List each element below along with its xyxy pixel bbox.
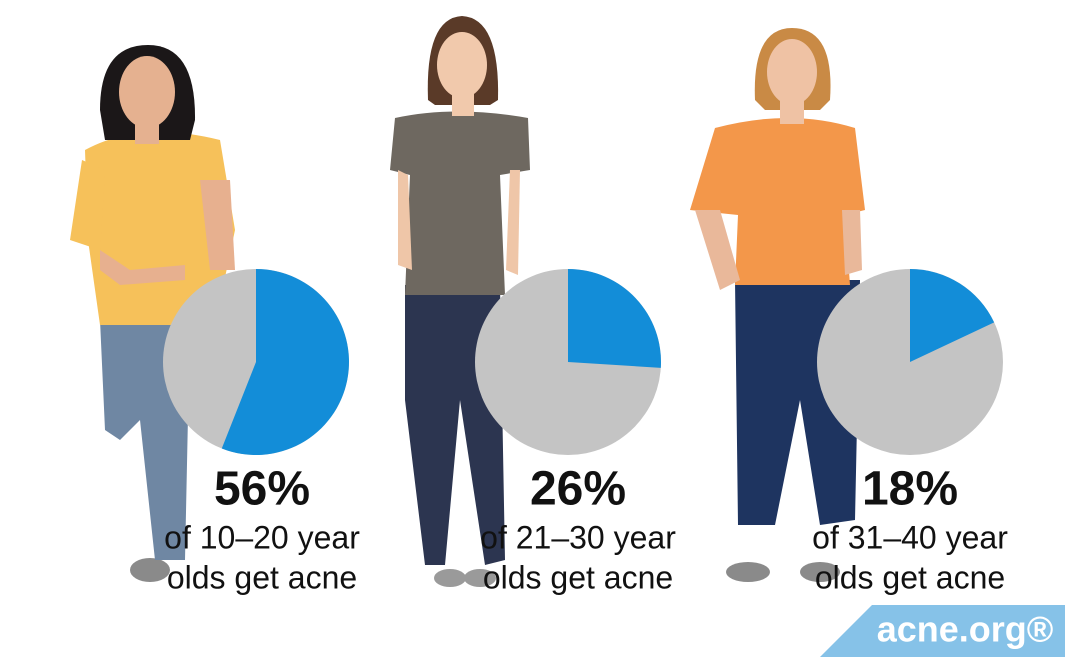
person-2 bbox=[390, 16, 530, 587]
caption: of 31–40 year bbox=[812, 519, 1008, 555]
caption: olds get acne bbox=[483, 559, 673, 595]
value-label: 26% bbox=[530, 463, 626, 516]
caption: olds get acne bbox=[815, 559, 1005, 595]
logo: acne.org® bbox=[877, 609, 1054, 650]
logo-badge: acne.org® bbox=[820, 605, 1065, 657]
person-3 bbox=[690, 28, 865, 582]
caption: of 10–20 year bbox=[164, 519, 360, 555]
caption: olds get acne bbox=[167, 559, 357, 595]
person-illustrations bbox=[70, 16, 865, 587]
pie-slice bbox=[910, 269, 995, 362]
value-label: 18% bbox=[862, 463, 958, 516]
logo-background bbox=[820, 605, 1065, 657]
pie-slice bbox=[568, 269, 661, 368]
caption: of 21–30 year bbox=[480, 519, 676, 555]
value-label: 56% bbox=[214, 463, 310, 516]
pie-slice bbox=[221, 269, 350, 455]
